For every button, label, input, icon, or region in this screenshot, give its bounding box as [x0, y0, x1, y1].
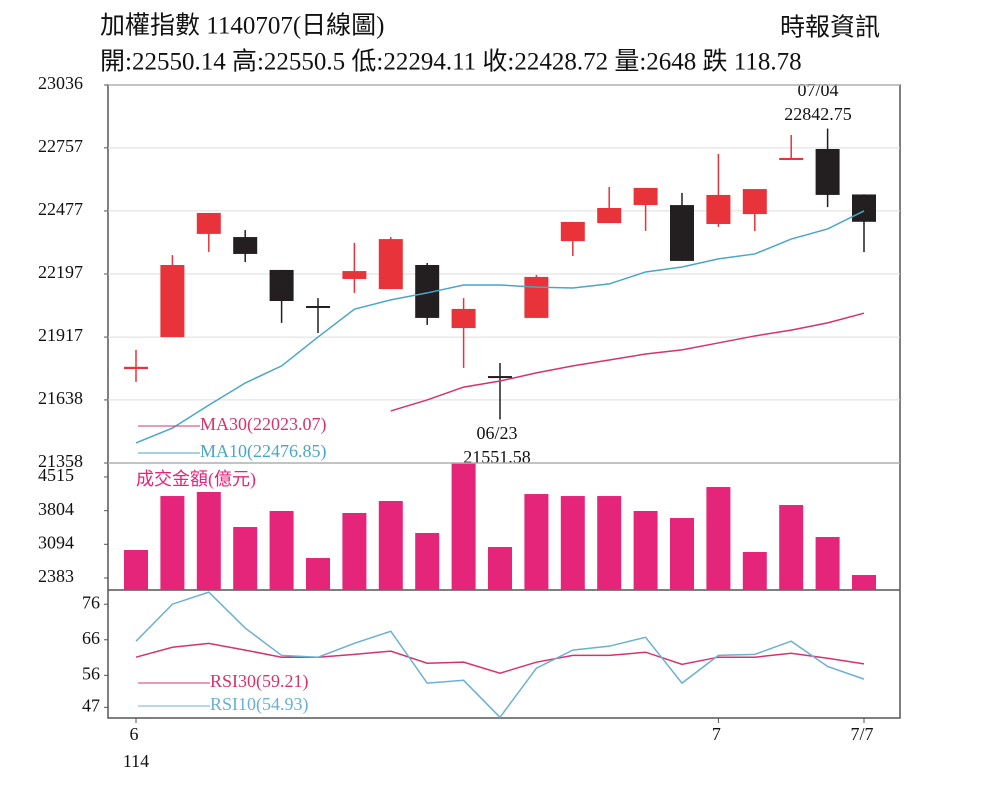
- bar: [124, 550, 148, 590]
- candle-body: [670, 205, 694, 261]
- bar: [233, 527, 258, 590]
- y-tick-label: 4515: [38, 465, 74, 485]
- frame: [107, 84, 901, 719]
- legend-label: RSI10(54.93): [210, 694, 309, 715]
- candle-body: [124, 366, 148, 370]
- bar: [269, 511, 294, 590]
- legend-label: MA30(22023.07): [200, 414, 327, 435]
- bar: [160, 496, 185, 590]
- bar: [633, 511, 658, 590]
- candle-body: [269, 269, 294, 302]
- y-tick-label: 66: [82, 628, 100, 648]
- y-tick-label: 76: [82, 592, 100, 612]
- y-tick-label: 21638: [38, 388, 83, 408]
- y-tick-label: 22197: [38, 262, 83, 282]
- annotation: 22842.75: [784, 104, 852, 124]
- candle-body: [160, 264, 185, 338]
- legend-label: MA10(22476.85): [200, 441, 327, 462]
- candle-body: [378, 239, 403, 290]
- x-tick-label: 7/7: [850, 724, 873, 744]
- bar: [779, 505, 804, 590]
- summary: 開:22550.14 高:22550.5 低:22294.11 收:22428.…: [100, 48, 802, 76]
- y-tick-label: 23036: [38, 73, 83, 93]
- candle-body: [815, 148, 840, 195]
- y-tick-label: 22477: [38, 199, 83, 219]
- y-tick-label: 2383: [38, 566, 74, 586]
- annotation: 07/04: [797, 80, 838, 100]
- bar: [451, 463, 476, 590]
- series-line: [135, 642, 865, 674]
- title: 加權指數 1140707(日線圖): [100, 12, 384, 40]
- bar: [306, 558, 330, 590]
- legend-label: RSI30(59.21): [210, 671, 309, 692]
- bar: [706, 487, 731, 590]
- candle-body: [488, 376, 512, 379]
- bar: [560, 496, 585, 590]
- candle-body: [852, 194, 876, 222]
- candle-body: [779, 157, 804, 161]
- candle-body: [597, 207, 622, 224]
- bar: [597, 496, 622, 590]
- bar: [815, 537, 840, 590]
- series-line: [135, 210, 865, 444]
- candle-body: [742, 189, 767, 215]
- annotation: 21551.58: [463, 447, 531, 467]
- y-tick-label: 22757: [38, 136, 83, 156]
- candle-body: [706, 194, 731, 224]
- x-sublabel: 114: [123, 751, 149, 771]
- bar: [196, 492, 221, 590]
- bar: [415, 532, 440, 590]
- series-line: [135, 591, 865, 719]
- candle-body: [633, 187, 658, 206]
- y-tick-label: 21917: [38, 325, 83, 345]
- candle-body: [233, 237, 258, 254]
- bar: [378, 501, 403, 590]
- y-tick-label: 47: [82, 695, 100, 715]
- x-tick-label: 7: [712, 724, 721, 744]
- legend-label: 成交金額(億元): [136, 469, 256, 490]
- bar: [670, 518, 694, 590]
- series-line: [390, 312, 865, 412]
- candle-body: [306, 305, 330, 308]
- source: 時報資訊: [780, 14, 880, 42]
- x-tick-label: 6: [130, 724, 139, 744]
- y-tick-label: 3094: [38, 532, 74, 552]
- bar: [342, 512, 367, 590]
- bar: [524, 494, 549, 590]
- candle-body: [342, 271, 367, 279]
- candle-body: [560, 221, 585, 242]
- annotation: 06/23: [476, 423, 517, 443]
- candle-body: [451, 308, 476, 329]
- y-tick-label: 3804: [38, 499, 74, 519]
- y-tick-label: 56: [82, 663, 100, 683]
- candle-body: [524, 276, 549, 318]
- bar: [852, 575, 876, 590]
- bar: [488, 547, 512, 590]
- candle-body: [196, 212, 221, 234]
- y-tick-label: 21358: [38, 451, 83, 471]
- bar: [742, 551, 767, 590]
